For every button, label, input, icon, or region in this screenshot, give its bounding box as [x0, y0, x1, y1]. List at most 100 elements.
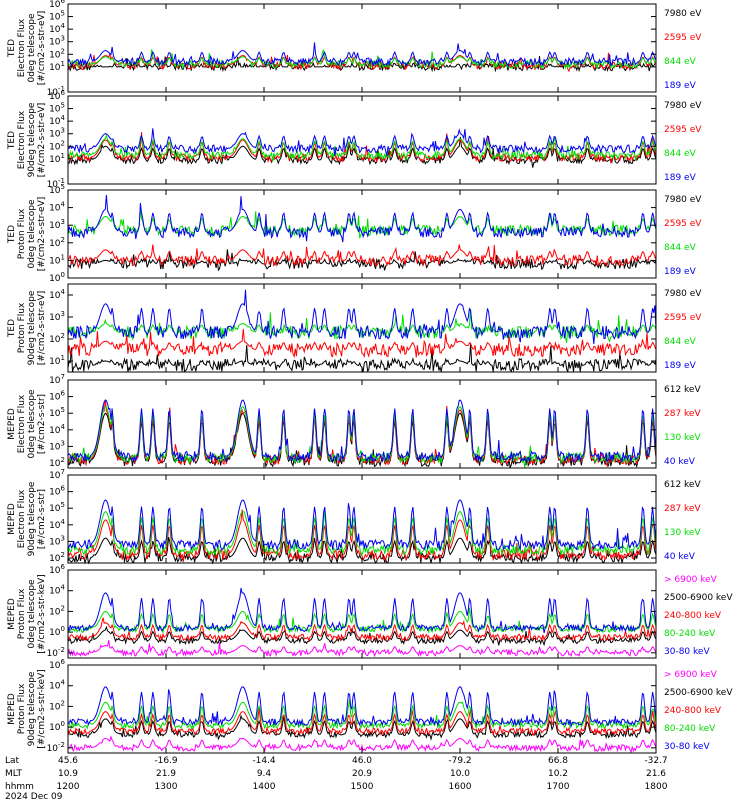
series-trace-7-0	[67, 735, 657, 754]
series-trace-5-1	[67, 509, 657, 563]
legend-entry: 612 keV	[664, 385, 701, 395]
y-tick-label: 103	[49, 127, 65, 140]
y-tick-label: 10-2	[47, 646, 65, 659]
legend-entry: 130 keV	[664, 528, 701, 538]
x-tick-label: 46.0	[352, 756, 372, 766]
y-tick-label: 103	[49, 218, 65, 231]
series-trace-4-3	[67, 399, 657, 464]
y-tick-label: 10-1	[47, 177, 65, 190]
y-tick-label: 103	[49, 439, 65, 452]
y-axis-label: 90deg telescope	[27, 290, 37, 365]
y-tick-label: 107	[49, 373, 65, 386]
series-trace-6-3	[67, 607, 657, 635]
y-axis-label: MEPED	[7, 503, 17, 535]
series-trace-0-2	[67, 48, 657, 70]
y-tick-label: 103	[49, 310, 65, 323]
y-tick-label: 104	[49, 288, 65, 301]
y-tick-label: 102	[49, 332, 65, 345]
y-axis-label: Proton Flux	[17, 588, 27, 639]
legend-entry: 7980 eV	[664, 195, 702, 205]
x-tick-label: 1600	[449, 782, 472, 792]
series-trace-5-3	[67, 499, 657, 552]
legend-entry: 287 keV	[664, 409, 701, 419]
legend-entry: 240-800 keV	[664, 611, 722, 621]
series-trace-1-3	[67, 128, 657, 157]
y-tick-label: 106	[49, 563, 65, 576]
legend-entry: 612 keV	[664, 480, 701, 490]
legend-entry: 240-800 keV	[664, 706, 722, 716]
y-axis-label: 90deg telescope	[27, 671, 37, 746]
y-tick-label: 102	[49, 456, 65, 469]
y-tick-label: 104	[49, 22, 65, 35]
y-tick-label: 104	[49, 584, 65, 597]
y-axis-label: Electron Flux	[17, 110, 27, 169]
legend-entry: 189 eV	[664, 267, 697, 277]
y-tick-label: 105	[49, 10, 65, 23]
series-trace-3-2	[67, 308, 657, 343]
y-axis-label: Electron Flux	[17, 18, 27, 77]
y-axis-label: [#/cm2-s-str-eV]	[37, 291, 47, 366]
legend-entry: 844 eV	[664, 243, 697, 253]
y-tick-label: 104	[49, 423, 65, 436]
legend-entry: 2500-6900 keV	[664, 688, 733, 698]
y-tick-label: 104	[49, 201, 65, 214]
x-tick-label: 10.9	[58, 769, 78, 779]
legend-entry: 130 keV	[664, 433, 701, 443]
x-tick-label: 1500	[351, 782, 374, 792]
series-trace-2-3	[67, 194, 657, 243]
y-axis-label: MEPED	[7, 598, 17, 630]
legend-entry: 2595 eV	[664, 219, 702, 229]
series-trace-3-3	[67, 289, 657, 344]
y-tick-label: 101	[49, 152, 65, 165]
y-axis-label: [#/cm2-s-str-eV]	[37, 103, 47, 178]
series-trace-1-1	[67, 132, 657, 165]
y-axis-label: TED	[7, 225, 17, 244]
y-axis-label: Electron Flux	[17, 489, 27, 548]
y-axis-label: [#/cm2-s-str]	[37, 394, 47, 454]
legend-entry: 30-80 keV	[664, 742, 710, 752]
x-row-label: MLT	[5, 769, 23, 779]
y-axis-label: 90deg telescope	[27, 102, 37, 177]
y-axis-label: MEPED	[7, 693, 17, 725]
series-trace-2-2	[67, 208, 657, 239]
y-axis-label: TED	[7, 131, 17, 150]
legend-entry: 7980 eV	[664, 9, 702, 19]
y-tick-label: 100	[49, 625, 65, 638]
legend-entry: 40 keV	[664, 457, 696, 467]
series-trace-3-1	[67, 328, 657, 359]
y-tick-label: 103	[49, 35, 65, 48]
x-tick-label: 21.6	[646, 769, 666, 779]
y-axis-label: Electron Flux	[17, 394, 27, 453]
y-axis-label: 0deg telescope	[27, 199, 37, 269]
y-axis-label: 0deg telescope	[27, 13, 37, 83]
y-tick-label: 105	[49, 501, 65, 514]
y-tick-label: 105	[49, 102, 65, 115]
y-tick-label: 101	[49, 253, 65, 266]
y-axis-label: Proton Flux	[17, 683, 27, 734]
y-tick-label: 104	[49, 679, 65, 692]
panel-frame	[67, 569, 657, 659]
date-label: 2024 Dec 09	[5, 792, 63, 800]
panel-frame	[67, 95, 657, 185]
legend-entry: 189 eV	[664, 81, 697, 91]
y-axis-label: Proton Flux	[17, 302, 27, 353]
legend-entry: 80-240 keV	[664, 724, 716, 734]
series-trace-6-4	[67, 587, 657, 634]
y-tick-label: 100	[49, 271, 65, 284]
y-axis-label: 90deg telescope	[27, 481, 37, 556]
y-tick-label: 106	[49, 658, 65, 671]
panel-frame	[67, 664, 657, 754]
y-axis-label: MEPED	[7, 408, 17, 440]
y-tick-label: 103	[49, 534, 65, 547]
legend-entry: 189 eV	[664, 361, 697, 371]
legend-entry: 40 keV	[664, 552, 696, 562]
x-tick-label: 1300	[155, 782, 178, 792]
x-tick-label: 9.4	[257, 769, 272, 779]
series-trace-5-2	[67, 508, 657, 557]
series-trace-2-1	[67, 244, 657, 269]
y-axis-label: Proton Flux	[17, 208, 27, 259]
series-trace-6-0	[67, 640, 657, 658]
x-tick-label: -79.2	[448, 756, 471, 766]
series-trace-7-1	[67, 714, 657, 741]
